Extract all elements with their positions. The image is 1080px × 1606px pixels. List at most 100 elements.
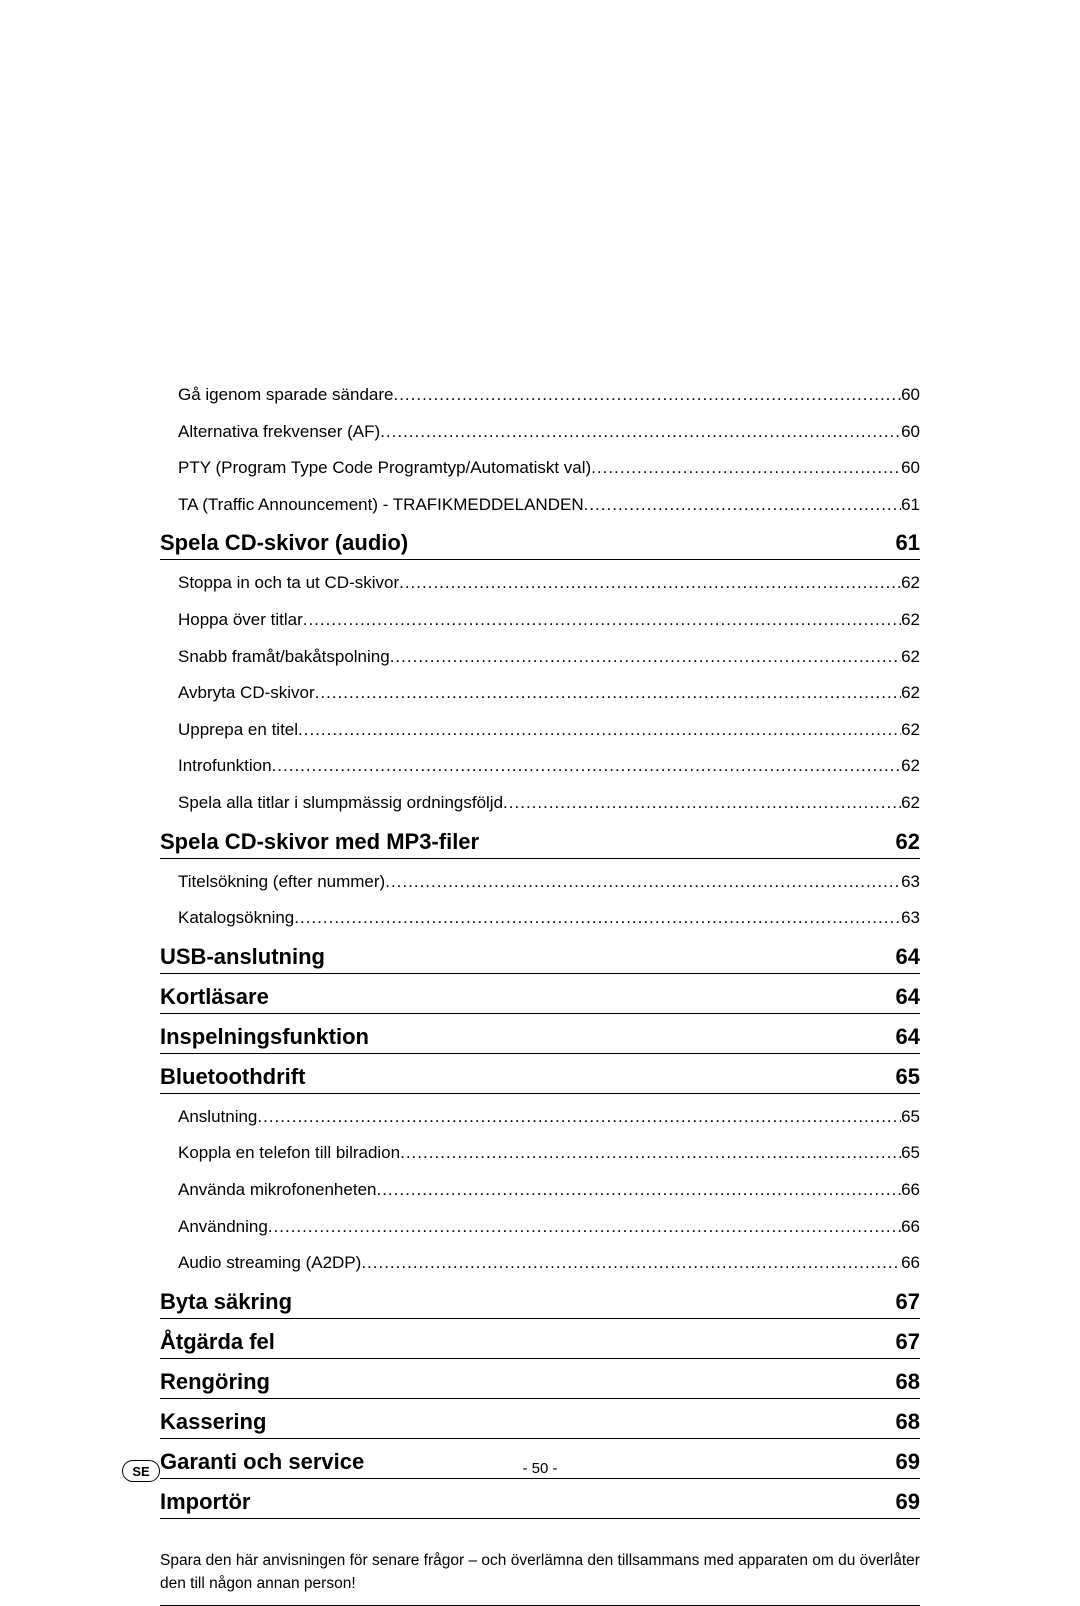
language-badge: SE: [122, 1460, 160, 1482]
toc-section-page: 65: [896, 1064, 920, 1090]
toc-item-title: Koppla en telefon till bilradion: [178, 1138, 400, 1169]
toc-item-title: Introfunktion: [178, 751, 272, 782]
toc-item-page: 63: [901, 903, 920, 934]
toc-sub-item: Användning 66: [160, 1212, 920, 1243]
toc-sub-item: Koppla en telefon till bilradion 65: [160, 1138, 920, 1169]
toc-leader-dots: [393, 380, 901, 411]
toc-section-page: 67: [896, 1289, 920, 1315]
toc-leader-dots: [303, 605, 901, 636]
toc-item-page: 65: [901, 1102, 920, 1133]
toc-item-page: 62: [901, 568, 920, 599]
toc-item-page: 62: [901, 642, 920, 673]
toc-section-page: 68: [896, 1369, 920, 1395]
toc-sub-item: Audio streaming (A2DP)66: [160, 1248, 920, 1279]
toc-leader-dots: [298, 715, 901, 746]
toc-item-page: 62: [901, 788, 920, 819]
toc-item-page: 62: [901, 715, 920, 746]
toc-item-title: PTY (Program Type Code Programtyp/Automa…: [178, 453, 591, 484]
toc-section-header: Spela CD-skivor (audio) 61: [160, 530, 920, 560]
toc-section-header: Byta säkring 67: [160, 1289, 920, 1319]
toc-section-page: 61: [896, 530, 920, 556]
toc-leader-dots: [315, 678, 901, 709]
toc-section-title: Byta säkring: [160, 1289, 292, 1315]
toc-sub-item: Hoppa över titlar 62: [160, 605, 920, 636]
toc-leader-dots: [390, 642, 901, 673]
toc-item-page: 66: [901, 1248, 920, 1279]
toc-leader-dots: [400, 1138, 901, 1169]
toc-item-title: Spela alla titlar i slumpmässig ordnings…: [178, 788, 503, 819]
toc-item-page: 62: [901, 605, 920, 636]
toc-item-title: TA (Traffic Announcement) - TRAFIKMEDDEL…: [178, 490, 584, 521]
toc-section-header: Åtgärda fel 67: [160, 1329, 920, 1359]
toc-leader-dots: [361, 1248, 901, 1279]
toc-section-title: Kassering: [160, 1409, 266, 1435]
toc-item-page: 60: [901, 453, 920, 484]
toc-section-header: Rengöring68: [160, 1369, 920, 1399]
toc-section-page: 62: [896, 829, 920, 855]
toc-leader-dots: [376, 1175, 901, 1206]
page: Gå igenom sparade sändare60Alternativa f…: [0, 0, 1080, 1527]
toc-section-header: Importör69: [160, 1489, 920, 1519]
toc-sub-item: Alternativa frekvenser (AF)60: [160, 417, 920, 448]
toc-section-header: Bluetoothdrift 65: [160, 1064, 920, 1094]
toc-sub-item: Använda mikrofonenheten66: [160, 1175, 920, 1206]
toc-item-title: Användning: [178, 1212, 268, 1243]
toc-item-title: Snabb framåt/bakåtspolning: [178, 642, 390, 673]
note-text: Spara den här anvisningen för senare frå…: [160, 1549, 920, 1606]
toc-sub-item: Titelsökning (efter nummer) 63: [160, 867, 920, 898]
toc-leader-dots: [272, 751, 902, 782]
toc-leader-dots: [294, 903, 901, 934]
toc-section-title: Kortläsare: [160, 984, 269, 1010]
toc-section-title: Bluetoothdrift: [160, 1064, 305, 1090]
toc-section-page: 64: [896, 944, 920, 970]
toc-item-page: 60: [901, 417, 920, 448]
toc-container: Gå igenom sparade sändare60Alternativa f…: [160, 380, 920, 1519]
toc-section-title: USB-anslutning: [160, 944, 325, 970]
toc-sub-item: Spela alla titlar i slumpmässig ordnings…: [160, 788, 920, 819]
toc-leader-dots: [268, 1212, 901, 1243]
toc-section-page: 68: [896, 1409, 920, 1435]
toc-item-title: Använda mikrofonenheten: [178, 1175, 376, 1206]
toc-leader-dots: [591, 453, 901, 484]
toc-item-page: 62: [901, 678, 920, 709]
toc-sub-item: Avbryta CD-skivor 62: [160, 678, 920, 709]
toc-section-title: Åtgärda fel: [160, 1329, 275, 1355]
page-number: - 50 -: [0, 1460, 1080, 1477]
toc-item-title: Titelsökning (efter nummer): [178, 867, 385, 898]
toc-section-header: Spela CD-skivor med MP3-filer 62: [160, 829, 920, 859]
toc-section-title: Spela CD-skivor (audio): [160, 530, 408, 556]
toc-item-title: Katalogsökning: [178, 903, 294, 934]
toc-sub-item: TA (Traffic Announcement) - TRAFIKMEDDEL…: [160, 490, 920, 521]
toc-sub-item: Stoppa in och ta ut CD-skivor 62: [160, 568, 920, 599]
toc-section-header: Inspelningsfunktion 64: [160, 1024, 920, 1054]
toc-leader-dots: [399, 568, 901, 599]
toc-leader-dots: [385, 867, 901, 898]
toc-section-title: Inspelningsfunktion: [160, 1024, 369, 1050]
toc-section-header: USB-anslutning 64: [160, 944, 920, 974]
toc-sub-item: Introfunktion 62: [160, 751, 920, 782]
toc-item-page: 65: [901, 1138, 920, 1169]
toc-item-title: Gå igenom sparade sändare: [178, 380, 393, 411]
toc-item-page: 63: [901, 867, 920, 898]
toc-section-title: Spela CD-skivor med MP3-filer: [160, 829, 479, 855]
toc-item-page: 66: [901, 1212, 920, 1243]
toc-section-header: Kortläsare 64: [160, 984, 920, 1014]
toc-item-page: 61: [901, 490, 920, 521]
toc-section-header: Kassering 68: [160, 1409, 920, 1439]
toc-section-page: 64: [896, 1024, 920, 1050]
toc-section-page: 64: [896, 984, 920, 1010]
toc-item-title: Avbryta CD-skivor: [178, 678, 315, 709]
toc-item-page: 62: [901, 751, 920, 782]
toc-sub-item: Katalogsökning 63: [160, 903, 920, 934]
toc-item-title: Hoppa över titlar: [178, 605, 303, 636]
toc-sub-item: Anslutning65: [160, 1102, 920, 1133]
toc-section-page: 69: [896, 1489, 920, 1515]
toc-item-title: Stoppa in och ta ut CD-skivor: [178, 568, 399, 599]
toc-section-page: 67: [896, 1329, 920, 1355]
toc-leader-dots: [257, 1102, 901, 1133]
toc-leader-dots: [380, 417, 901, 448]
toc-sub-item: Upprepa en titel62: [160, 715, 920, 746]
toc-leader-dots: [584, 490, 901, 521]
toc-leader-dots: [503, 788, 901, 819]
toc-sub-item: Gå igenom sparade sändare60: [160, 380, 920, 411]
